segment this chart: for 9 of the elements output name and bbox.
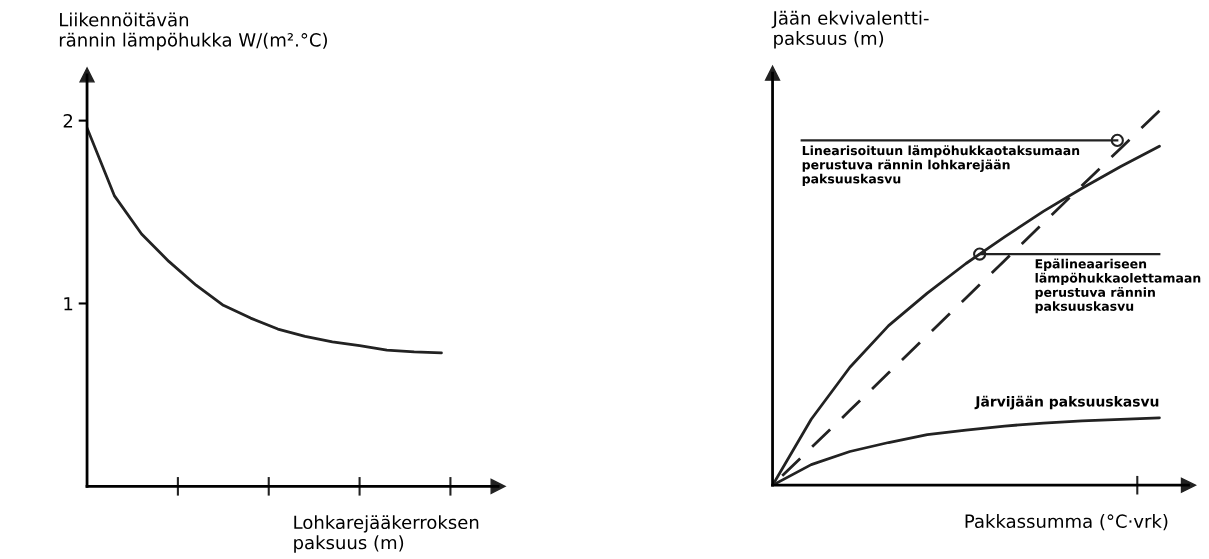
x-axis-title: Pakkassumma (°C·vrk) [965, 514, 1168, 531]
annotation: Linearisoituun lämpöhukkaotaksumaan perustuva rännin lohkarejään paksuuskasvu [802, 145, 1080, 186]
x-axis-title: Lohkarejääkerroksen paksuus (m) [294, 515, 479, 553]
annotation: Epälineaariseen lämpöhukkaolettamaan perustuva rännin paksuuskasvu [1035, 258, 1201, 314]
series-label: Järvijään paksuuskasvu [974, 395, 1159, 410]
y-axis-title: Jään ekvivalentti- paksuus (m) [771, 10, 929, 49]
y-tick-label: 1 [64, 297, 73, 311]
y-axis-title: Liikennöitävän rännin lämpöhukka W/(m².°C) [59, 12, 327, 51]
y-tick-label: 2 [63, 114, 73, 128]
